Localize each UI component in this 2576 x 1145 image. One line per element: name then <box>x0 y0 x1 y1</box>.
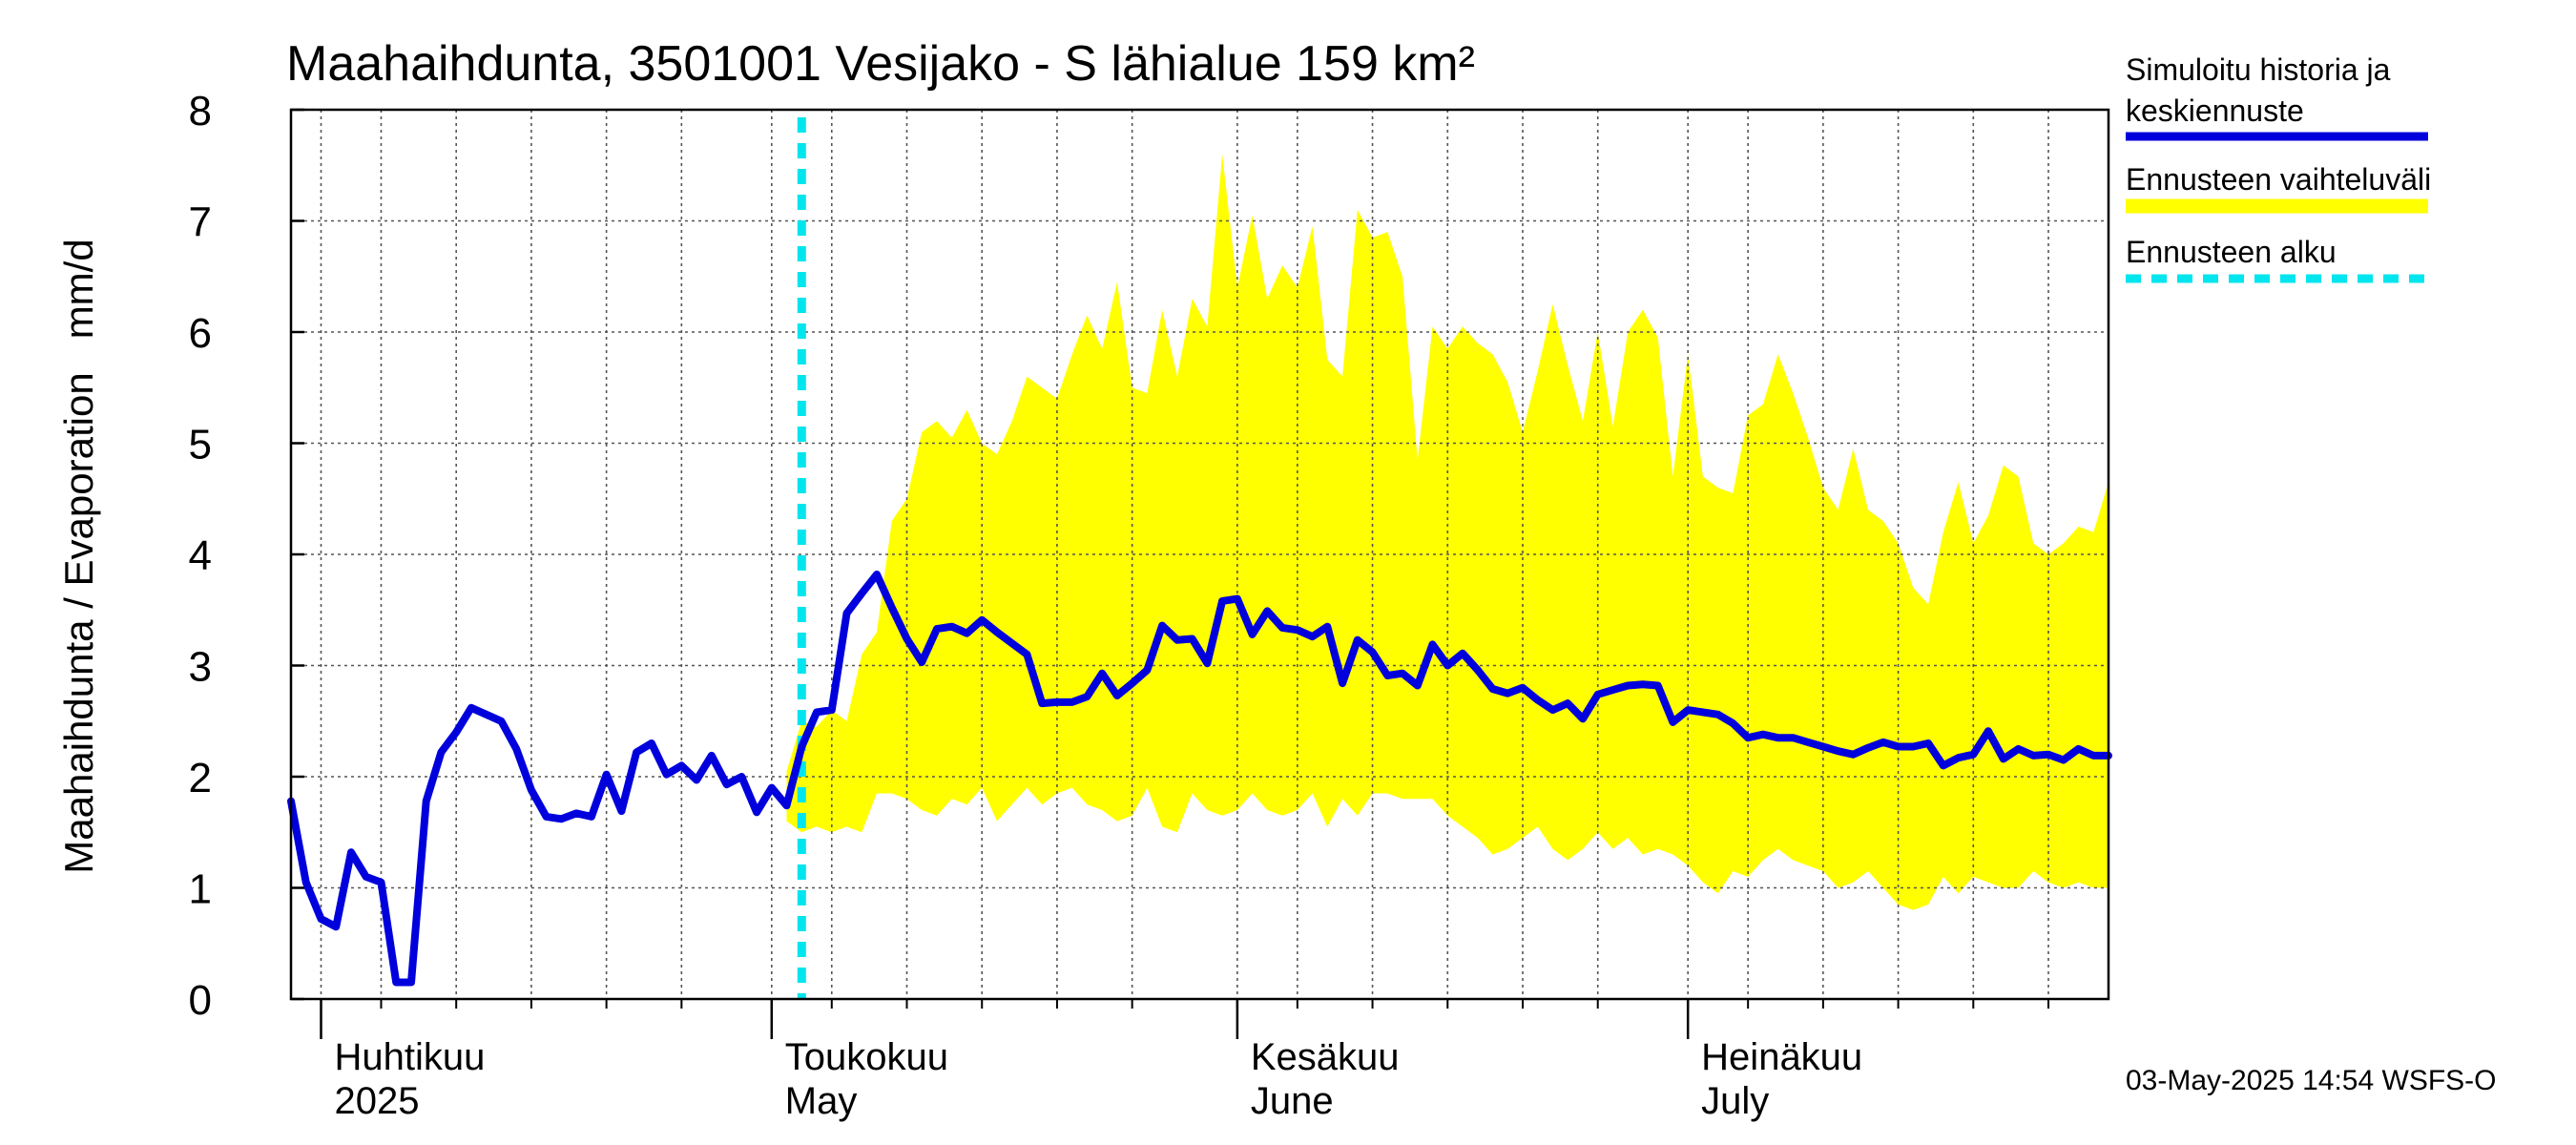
y-tick-label: 2 <box>189 755 212 802</box>
legend-label-history-1: Simuloitu historia ja <box>2126 52 2391 87</box>
legend: Simuloitu historia ja keskiennuste Ennus… <box>2126 52 2431 283</box>
legend-label-range: Ennusteen vaihteluväli <box>2126 162 2431 197</box>
y-tick-label: 0 <box>189 977 212 1024</box>
month-label-line1: Kesäkuu <box>1251 1036 1400 1078</box>
y-tick-label: 3 <box>189 644 212 691</box>
month-label-line2: July <box>1701 1080 1769 1122</box>
y-tick-label: 5 <box>189 422 212 468</box>
legend-label-history-2: keskiennuste <box>2126 94 2304 128</box>
month-label-line1: Toukokuu <box>785 1036 948 1078</box>
y-axis-label: Maahaihdunta / Evaporation mm/d <box>56 239 101 873</box>
y-tick-label: 4 <box>189 532 212 579</box>
chart-title: Maahaihdunta, 3501001 Vesijako - S lähia… <box>286 36 1475 92</box>
y-tick-label: 7 <box>189 199 212 246</box>
month-label-line2: May <box>785 1080 858 1122</box>
y-tick-label: 1 <box>189 866 212 913</box>
y-tick-label: 6 <box>189 310 212 357</box>
month-label-line1: Huhtikuu <box>334 1036 485 1078</box>
plot-area <box>287 110 2112 1039</box>
y-tick-label: 8 <box>189 88 212 135</box>
month-label-line2: June <box>1251 1080 1334 1122</box>
series-line-simulated <box>287 571 2112 987</box>
footer-timestamp: 03-May-2025 14:54 WSFS-O <box>2126 1065 2497 1096</box>
legend-label-forecast-start: Ennusteen alku <box>2126 235 2337 269</box>
month-label-line1: Heinäkuu <box>1701 1036 1862 1078</box>
y-tick-labels: 0 1 2 3 4 5 6 7 8 <box>189 88 304 1024</box>
month-label-line2: 2025 <box>334 1080 419 1122</box>
